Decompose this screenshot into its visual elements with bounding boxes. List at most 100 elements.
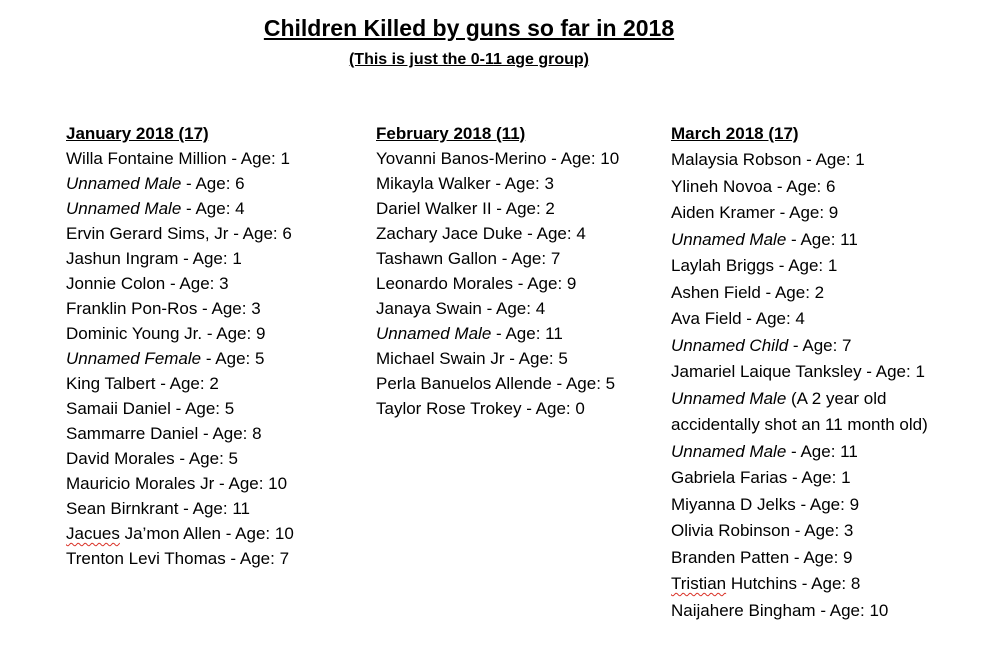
entry-list-march: Malaysia Robson - Age: 1 Ylineh Novoa - A…	[671, 147, 928, 624]
entry-separator: -	[774, 203, 790, 222]
entry-separator: -	[174, 449, 189, 468]
entry-age: Age: 2	[505, 199, 555, 218]
entry-separator: -	[815, 600, 830, 620]
entry-name: Dominic Young Jr.	[66, 324, 203, 343]
entry-name: Branden Patten	[671, 547, 790, 567]
entry-name: Gabriela Farias	[671, 468, 788, 487]
entry-age: Age: 4	[755, 309, 805, 328]
list-item: Jashun Ingram - Age: 1	[66, 246, 294, 271]
entry-name: Willa Fontaine Million	[66, 149, 227, 168]
entry-name: Laylah Briggs	[671, 256, 775, 275]
entry-separator: -	[181, 199, 196, 218]
entry-separator: -	[490, 174, 505, 193]
entry-age: Age: 1	[815, 150, 865, 169]
entry-name: Unnamed Child	[671, 335, 789, 355]
entry-name-rest: Hutchins	[726, 574, 797, 593]
entry-separator: -	[741, 309, 756, 328]
entry-name: Olivia Robinson	[671, 521, 791, 540]
entry-name: Unnamed Male	[671, 388, 787, 408]
entry-name: Jacues	[66, 524, 120, 543]
list-item: Unnamed Male - Age: 11	[671, 227, 928, 254]
entry-separator: -	[225, 549, 240, 568]
list-item: Unnamed Female - Age: 5	[66, 346, 294, 371]
entry-separator: -	[181, 174, 196, 193]
entry-name: Tashawn Gallon	[376, 249, 497, 268]
list-item: Mauricio Morales Jr - Age: 10	[66, 471, 294, 496]
list-item: Miyanna D Jelks - Age: 9	[671, 492, 928, 519]
entry-age: Age: 3	[504, 174, 554, 193]
entry-name: Unnamed Female	[66, 349, 202, 368]
entry-age: Age: 8	[212, 424, 262, 443]
entry-age: Age: 4	[536, 224, 586, 243]
entry-name: Ashen Field	[671, 282, 761, 302]
list-item: Aiden Kramer - Age: 9	[671, 200, 928, 227]
entry-age: Age: 2	[774, 282, 825, 302]
list-item: Janaya Swain - Age: 4	[376, 296, 619, 321]
entry-separator: -	[760, 282, 775, 302]
entry-separator: -	[551, 374, 566, 393]
column-march: March 2018 (17) Malaysia Robson - Age: 1…	[671, 121, 928, 624]
entry-name: Taylor Rose Trokey	[376, 399, 522, 418]
entry-name: Tristian	[671, 574, 727, 593]
entry-separator: -	[178, 249, 193, 268]
entry-age: Age: 7	[802, 335, 852, 355]
entry-separator: -	[165, 274, 180, 293]
entry-age: Age: 10	[228, 474, 288, 493]
list-item: Zachary Jace Duke - Age: 4	[376, 221, 619, 246]
entry-separator: -	[504, 349, 519, 368]
entry-age: Age: 5	[188, 449, 238, 468]
entry-name: Jonnie Colon	[66, 274, 166, 293]
entry-name: Samaii Daniel	[66, 399, 171, 418]
entry-list-february: Yovanni Banos-Merino - Age: 10 Mikayla Wa…	[376, 146, 619, 421]
entry-age: Age: 5	[185, 399, 235, 418]
entry-separator: -	[214, 474, 229, 493]
list-item: King Talbert - Age: 2	[66, 371, 294, 396]
list-item: Mikayla Walker - Age: 3	[376, 171, 619, 196]
entry-name: Mikayla Walker	[376, 174, 491, 193]
entry-name: Ervin Gerard Sims, Jr	[66, 224, 229, 243]
entry-list-january: Willa Fontaine Million - Age: 1 Unnamed M…	[66, 146, 294, 571]
entry-name: King Talbert	[66, 374, 156, 393]
entry-name: Jamariel Laique Tanksley	[671, 362, 862, 381]
list-item: Sean Birnkrant - Age: 11	[66, 496, 294, 521]
entry-age: Age: 1	[192, 249, 242, 268]
entry-name: David Morales	[66, 449, 175, 468]
list-item: Willa Fontaine Million - Age: 1	[66, 146, 294, 171]
document-title: Children Killed by guns so far in 2018	[263, 15, 675, 41]
entry-age: Age: 9	[527, 274, 577, 293]
entry-name: Unnamed Male	[66, 174, 182, 193]
document-subtitle: (This is just the 0-11 age group)	[348, 51, 590, 68]
entry-separator: -	[481, 299, 497, 318]
entry-name: Ylineh Novoa	[671, 176, 773, 196]
entry-separator: -	[796, 574, 812, 593]
list-item: Branden Patten - Age: 9	[671, 545, 928, 572]
list-item: Ava Field - Age: 4	[671, 306, 928, 333]
entry-age: Age: 11	[192, 499, 250, 518]
entry-age: Age: 3	[211, 299, 261, 318]
entry-separator: -	[790, 521, 805, 540]
entry-separator: -	[170, 399, 186, 418]
entry-age: Age: 6	[242, 224, 292, 243]
entry-age: Age: 8	[811, 574, 861, 593]
entry-separator: -	[786, 229, 801, 249]
entry-age: Age: 1	[801, 468, 851, 487]
list-item: Ylineh Novoa - Age: 6	[671, 174, 928, 201]
entry-age: Age: 7	[239, 549, 290, 568]
list-item: Jacues Ja’mon Allen - Age: 10	[66, 521, 294, 546]
entry-age: Age: 6	[195, 174, 245, 193]
entry-name: Perla Banuelos Allende	[376, 374, 552, 393]
entry-age: Age: 1	[240, 149, 290, 168]
list-item: Tashawn Gallon - Age: 7	[376, 246, 619, 271]
list-item: Leonardo Morales - Age: 9	[376, 271, 619, 296]
entry-age: Age: 9	[803, 547, 853, 567]
column-february: February 2018 (11) Yovanni Banos-Merino …	[376, 121, 619, 421]
list-item: Gabriela Farias - Age: 1	[671, 465, 928, 492]
entry-separator: -	[787, 468, 802, 487]
entry-age: Age: 11	[505, 324, 563, 343]
list-item: Olivia Robinson - Age: 3	[671, 518, 928, 545]
entry-separator: -	[788, 335, 803, 355]
list-item: Franklin Pon-Ros - Age: 3	[66, 296, 294, 321]
entry-age: Age: 11	[800, 441, 858, 461]
entry-age: Age: 5	[518, 349, 568, 368]
entry-age: Age: 1	[788, 256, 838, 275]
